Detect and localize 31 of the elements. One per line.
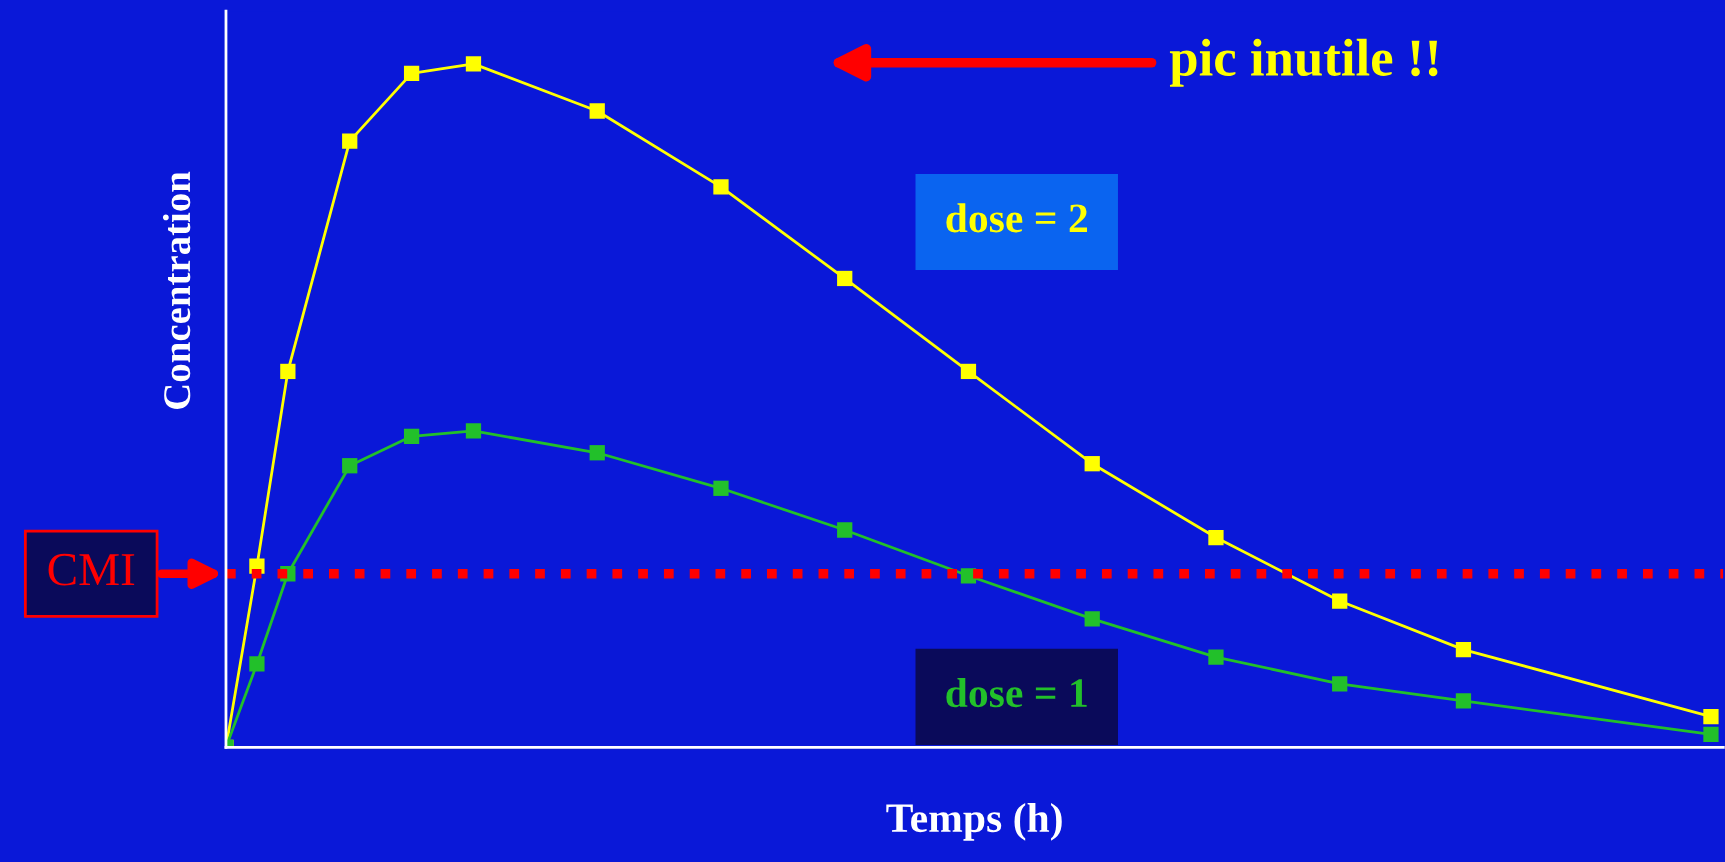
point (1455, 693, 1472, 709)
point (465, 423, 482, 439)
point (342, 133, 358, 149)
annotation: pic inutile !! (1169, 38, 1438, 87)
point (1208, 649, 1224, 665)
point (1703, 726, 1719, 743)
text: dose = 2 (946, 203, 1088, 233)
point (403, 65, 420, 82)
point (249, 656, 265, 672)
point (837, 270, 853, 287)
point (1084, 456, 1100, 472)
point (837, 522, 853, 538)
point (1332, 593, 1348, 609)
series-label: dose = 1 (946, 677, 1087, 708)
point (589, 103, 605, 119)
ref-line-label: CMI (48, 553, 135, 586)
y-axis-title: Concentration (162, 171, 191, 409)
point (403, 428, 420, 444)
x-axis-title: Temps (h) (886, 802, 1062, 841)
point (1332, 676, 1348, 692)
point (1703, 708, 1719, 725)
point (1208, 529, 1224, 546)
point (280, 363, 296, 380)
point (713, 480, 729, 496)
point (342, 458, 358, 474)
point (465, 56, 482, 72)
point (1084, 611, 1100, 627)
point (1455, 641, 1472, 658)
point (713, 179, 729, 195)
point (960, 363, 977, 380)
point (589, 445, 605, 461)
